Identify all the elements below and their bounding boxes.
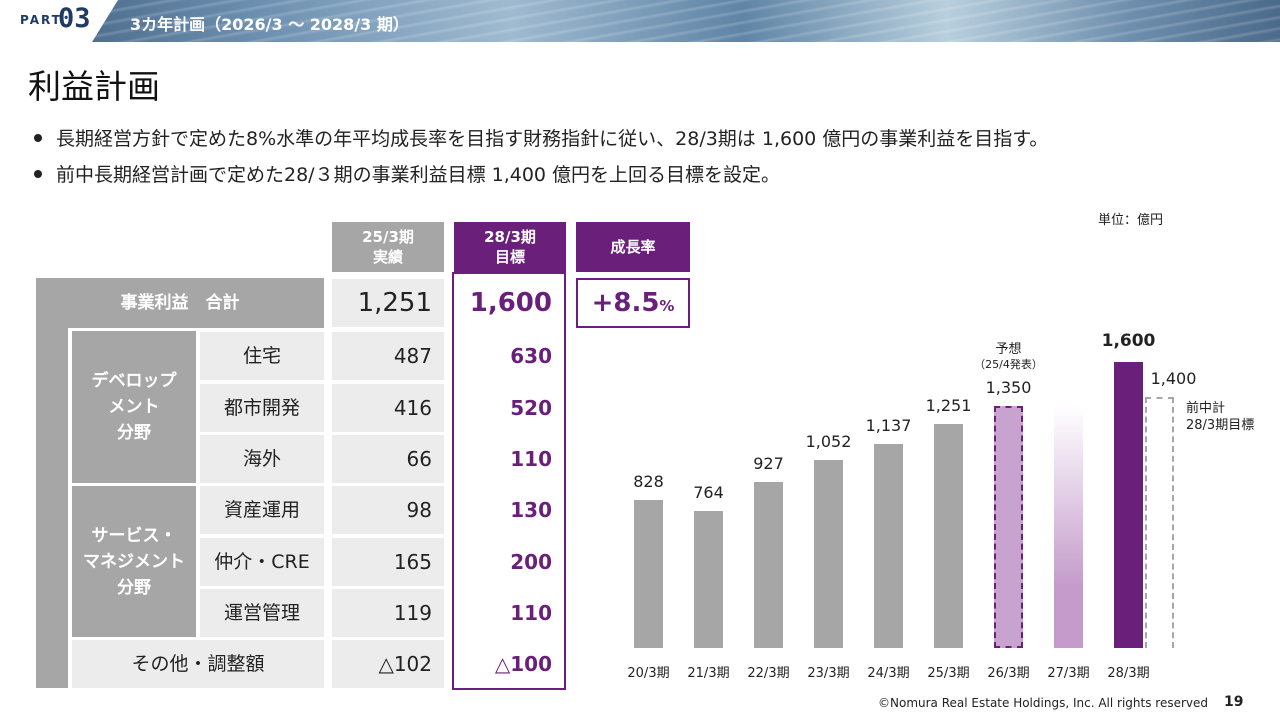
col-header-actual-line1: 25/3期 bbox=[362, 228, 414, 246]
total-growth: +8.5% bbox=[576, 278, 690, 328]
forecast-note: 予想 bbox=[995, 342, 1022, 358]
row-label-urban: 都市開発 bbox=[200, 384, 324, 432]
row-target-brokerage: 200 bbox=[456, 538, 564, 586]
row-label-brokerage: 仲介・CRE bbox=[200, 538, 324, 586]
row-target-asset: 130 bbox=[456, 486, 564, 534]
bar-26/3期 bbox=[994, 406, 1023, 648]
page-title: 利益計画 bbox=[28, 67, 160, 106]
value-label-23/3期: 1,052 bbox=[805, 431, 852, 451]
value-label-28/3期: 1,600 bbox=[1101, 330, 1156, 351]
segment-development-line3: 分野 bbox=[117, 423, 151, 443]
row-target-urban: 520 bbox=[456, 384, 564, 432]
bar-21/3期 bbox=[694, 511, 723, 648]
value-label-24/3期: 1,137 bbox=[865, 416, 912, 436]
bullet-text-2: 前中長期経営計画で定めた28/３期の事業利益目標 1,400 億円を上回る目標を… bbox=[56, 164, 781, 186]
previous-plan-value: 1,400 bbox=[1150, 369, 1197, 389]
unit-label: 単位：億円 bbox=[1098, 213, 1164, 228]
row-actual-housing: 487 bbox=[332, 332, 444, 380]
value-label-20/3期: 828 bbox=[633, 471, 664, 491]
x-label-26/3期: 26/3期 bbox=[987, 666, 1030, 681]
previous-plan-label-2: 28/3期目標 bbox=[1186, 418, 1255, 434]
segment-development-line2: メント bbox=[108, 397, 160, 417]
bar-25/3期 bbox=[934, 424, 963, 648]
col-header-actual-line2: 実績 bbox=[372, 248, 403, 266]
x-label-22/3期: 22/3期 bbox=[747, 666, 790, 681]
row-target-operation: 110 bbox=[456, 589, 564, 637]
bar-20/3期 bbox=[634, 499, 663, 648]
row-label-asset: 資産運用 bbox=[200, 486, 324, 534]
bullet-dot-icon bbox=[34, 133, 42, 142]
value-label-26/3期: 1,350 bbox=[985, 378, 1032, 398]
profit-bar-chart: 828 20/3期 764 21/3期 927 22/3期 1,052 23/3期 1,137 2… bbox=[600, 260, 1280, 690]
row-target-overseas: 110 bbox=[456, 435, 564, 483]
row-actual-asset: 98 bbox=[332, 486, 444, 534]
row-actual-other: △102 bbox=[332, 640, 444, 688]
total-label: 事業利益 合計 bbox=[120, 293, 240, 313]
bullet-1: 長期経営方針で定めた8%水準の年平均成長率を目指す財務指針に従い、28/3期は … bbox=[34, 124, 1048, 151]
row-actual-urban: 416 bbox=[332, 384, 444, 432]
total-row-bg bbox=[36, 278, 324, 328]
forecast-note-date: （25/4発表） bbox=[974, 358, 1043, 372]
row-actual-operation: 119 bbox=[332, 589, 444, 637]
bar-23/3期 bbox=[814, 459, 843, 648]
table-left-frame bbox=[36, 278, 68, 688]
segment-development: デベロップ メント 分野 bbox=[72, 331, 196, 483]
bar-28/3期 bbox=[1114, 361, 1143, 648]
row-label-operation: 運営管理 bbox=[200, 589, 324, 637]
row-label-other: その他・調整額 bbox=[72, 640, 324, 688]
total-growth-value: +8.5 bbox=[591, 288, 660, 318]
x-label-27/3期: 27/3期 bbox=[1047, 666, 1090, 681]
x-label-24/3期: 24/3期 bbox=[867, 666, 910, 681]
bar-24/3期 bbox=[874, 444, 903, 648]
total-actual: 1,251 bbox=[332, 279, 444, 327]
col-header-target-line2: 目標 bbox=[494, 248, 525, 266]
bar-27/3期 bbox=[1054, 406, 1083, 648]
col-header-target: 28/3期 目標 bbox=[454, 222, 566, 272]
total-target: 1,600 bbox=[456, 279, 564, 327]
previous-plan-label: 前中計 bbox=[1186, 401, 1226, 417]
value-label-25/3期: 1,251 bbox=[925, 396, 972, 416]
bar-22/3期 bbox=[754, 482, 783, 648]
col-header-actual: 25/3期 実績 bbox=[332, 222, 444, 272]
page-number: 19 bbox=[1224, 694, 1244, 710]
previous-plan-bar bbox=[1145, 397, 1174, 648]
x-label-23/3期: 23/3期 bbox=[807, 666, 850, 681]
segment-service: サービス・ マネジメント 分野 bbox=[72, 486, 196, 637]
row-actual-overseas: 66 bbox=[332, 435, 444, 483]
copyright: ©Nomura Real Estate Holdings, Inc. All r… bbox=[878, 696, 1208, 710]
row-label-overseas: 海外 bbox=[200, 435, 324, 483]
part-number: 03 bbox=[58, 3, 91, 34]
value-label-22/3期: 927 bbox=[753, 454, 784, 474]
x-label-25/3期: 25/3期 bbox=[927, 666, 970, 681]
row-target-other: △100 bbox=[456, 640, 564, 686]
col-header-target-line1: 28/3期 bbox=[484, 228, 536, 246]
x-label-21/3期: 21/3期 bbox=[687, 666, 730, 681]
bullet-2: 前中長期経営計画で定めた28/３期の事業利益目標 1,400 億円を上回る目標を… bbox=[34, 160, 780, 187]
segment-service-line2: マネジメント bbox=[83, 551, 185, 572]
total-growth-unit: % bbox=[659, 297, 675, 315]
row-actual-brokerage: 165 bbox=[332, 538, 444, 586]
segment-development-line1: デベロップ bbox=[91, 371, 177, 391]
header-title: 3カ年計画（2026/3 ～ 2028/3 期） bbox=[130, 15, 409, 34]
x-label-20/3期: 20/3期 bbox=[627, 666, 670, 681]
segment-service-line1: サービス・ bbox=[91, 525, 177, 546]
segment-service-line3: 分野 bbox=[117, 577, 151, 598]
bullet-text-1: 長期経営方針で定めた8%水準の年平均成長率を目指す財務指針に従い、28/3期は … bbox=[56, 128, 1049, 150]
bullet-dot-icon bbox=[34, 169, 42, 178]
col-header-growth: 成長率 bbox=[576, 222, 690, 272]
header-banner bbox=[0, 0, 1280, 42]
part-label: PART bbox=[20, 13, 62, 27]
x-label-28/3期: 28/3期 bbox=[1107, 666, 1150, 681]
row-target-housing: 630 bbox=[456, 332, 564, 380]
row-label-housing: 住宅 bbox=[200, 332, 324, 380]
value-label-21/3期: 764 bbox=[693, 483, 724, 503]
